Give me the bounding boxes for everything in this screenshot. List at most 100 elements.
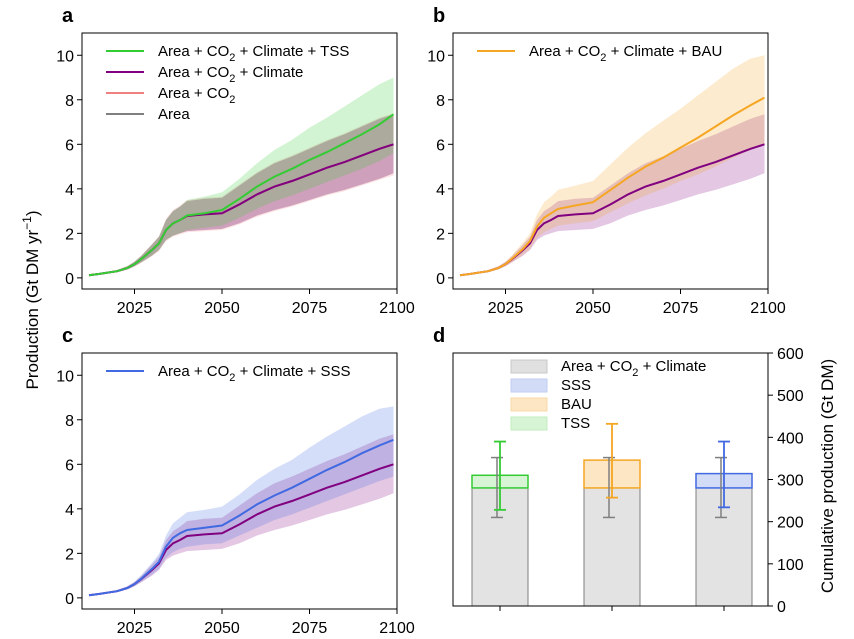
y-tick-label-a-4: 8 <box>65 93 74 110</box>
x-tick-label-a-3: 2100 <box>379 300 415 317</box>
y-tick-label-c-5: 10 <box>56 368 74 385</box>
legend-label-a-0-main: Area + CO <box>158 43 229 60</box>
x-tick-label-c-3: 2100 <box>379 620 415 637</box>
legend-b: Area + CO2 + Climate + BAU <box>477 43 722 64</box>
legend-label-d-3-main: TSS <box>561 415 590 432</box>
legend-swatch-d-0 <box>510 359 548 374</box>
x-tick-label-c-0: 2025 <box>117 620 153 637</box>
y-axis-title-left: Production (Gt DM yr−1) <box>20 210 42 389</box>
x-tick-label-c-1: 2050 <box>204 620 240 637</box>
legend-label-d-3: TSS <box>561 415 590 432</box>
band-a-1 <box>89 113 394 276</box>
band-b-1 <box>460 55 765 276</box>
legend-swatch-d-2 <box>510 397 548 412</box>
x-tick-label-c-2: 2075 <box>292 620 328 637</box>
bar-base-1 <box>583 487 641 607</box>
y-tick-label-d-4: 400 <box>777 430 804 447</box>
x-tick-label-b-1: 2050 <box>575 300 611 317</box>
legend-label-b-0-sub: 2 <box>600 52 606 64</box>
x-tick-label-a-0: 2025 <box>117 300 153 317</box>
line-a-3 <box>88 113 395 277</box>
legend-label-a-1-main: Area + CO <box>158 64 229 81</box>
plot-frame-a <box>81 32 398 290</box>
legend-label-c-0: Area + CO2 + Climate + SSS <box>158 363 350 384</box>
y-tick-label-d-1: 100 <box>777 557 804 574</box>
y-tick-label-d-5: 500 <box>777 388 804 405</box>
legend-label-c-0-sub: 2 <box>229 372 235 384</box>
y-tick-label-a-3: 6 <box>65 137 74 154</box>
legend-label-b-0-tail: + Climate + BAU <box>606 43 722 60</box>
legend-label-d-1-main: SSS <box>561 377 591 394</box>
y-tick-label-d-6: 600 <box>777 346 804 363</box>
legend-label-a-1-tail: + Climate <box>235 64 303 81</box>
y-tick-label-b-2: 4 <box>436 182 445 199</box>
legend-label-d-2-main: BAU <box>561 396 592 413</box>
legend-label-a-2: Area + CO2 <box>158 85 235 106</box>
y-tick-label-a-5: 10 <box>56 48 74 65</box>
y-tick-label-c-0: 0 <box>65 591 74 608</box>
y-axis-title-right: Cumulative production (Gt DM) <box>818 359 837 593</box>
y-tick-label-a-0: 0 <box>65 271 74 288</box>
legend-label-a-0: Area + CO2 + Climate + TSS <box>158 43 349 64</box>
y-tick-label-d-2: 200 <box>777 515 804 532</box>
legend-label-b-0: Area + CO2 + Climate + BAU <box>529 43 722 64</box>
panel-letter-c: c <box>62 325 73 347</box>
legend-c: Area + CO2 + Climate + SSS <box>106 363 350 384</box>
legend-swatch-d-1 <box>510 378 548 393</box>
legend-label-b-0-main: Area + CO <box>529 43 600 60</box>
panel-letter-b: b <box>433 5 445 27</box>
y-tick-label-d-3: 300 <box>777 473 804 490</box>
x-tick-label-b-2: 2075 <box>663 300 699 317</box>
y-tick-label-c-4: 8 <box>65 413 74 430</box>
y-tick-label-c-3: 6 <box>65 457 74 474</box>
y-tick-label-a-1: 2 <box>65 226 74 243</box>
y-axis-title-left-sup: −1 <box>20 216 34 230</box>
line-c-1 <box>88 438 394 597</box>
panel-letter-d: d <box>433 325 445 347</box>
legend-label-a-2-sub: 2 <box>229 94 235 106</box>
legend-label-a-0-sub: 2 <box>229 52 235 64</box>
legend-label-c-0-main: Area + CO <box>158 363 229 380</box>
legend-label-a-1: Area + CO2 + Climate <box>158 64 303 85</box>
panel-letter-a: a <box>62 5 74 27</box>
legend-label-a-0-tail: + Climate + TSS <box>235 43 349 60</box>
band-b-0 <box>460 114 765 276</box>
legend-swatch-d-3 <box>510 416 548 431</box>
y-tick-label-b-4: 8 <box>436 93 445 110</box>
y-tick-label-c-1: 2 <box>65 546 74 563</box>
y-tick-label-d-0: 0 <box>777 599 786 616</box>
y-tick-label-b-1: 2 <box>436 226 445 243</box>
y-tick-label-b-3: 6 <box>436 137 445 154</box>
y-axis-title-left-close: ) <box>23 210 42 216</box>
y-axis-title-left-main: Production (Gt DM yr <box>23 230 42 390</box>
legend-label-d-1: SSS <box>561 377 591 394</box>
legend-label-d-0: Area + CO2 + Climate <box>561 358 706 379</box>
x-tick-label-b-3: 2100 <box>750 300 786 317</box>
band-a-0 <box>89 114 394 276</box>
legend-label-c-0-tail: + Climate + SSS <box>235 363 350 380</box>
legend-label-a-1-sub: 2 <box>229 73 235 85</box>
x-tick-label-a-2: 2075 <box>292 300 328 317</box>
plot-frame-b <box>452 32 769 290</box>
legend-label-d-0-main: Area + CO <box>561 358 632 375</box>
legend-label-a-2-main: Area + CO <box>158 85 229 102</box>
legend-label-a-3: Area <box>158 106 190 123</box>
band-a-2 <box>89 114 394 276</box>
legend-label-d-0-tail: + Climate <box>638 358 706 375</box>
legend-label-d-0-sub: 2 <box>632 367 638 379</box>
y-tick-label-a-2: 4 <box>65 182 74 199</box>
band-a-3 <box>89 77 394 276</box>
y-tick-label-b-0: 0 <box>436 271 445 288</box>
x-tick-label-b-0: 2025 <box>488 300 524 317</box>
plot-frame-c <box>81 352 398 610</box>
x-tick-label-a-1: 2050 <box>204 300 240 317</box>
legend-label-d-2: BAU <box>561 396 592 413</box>
y-tick-label-c-2: 4 <box>65 502 74 519</box>
